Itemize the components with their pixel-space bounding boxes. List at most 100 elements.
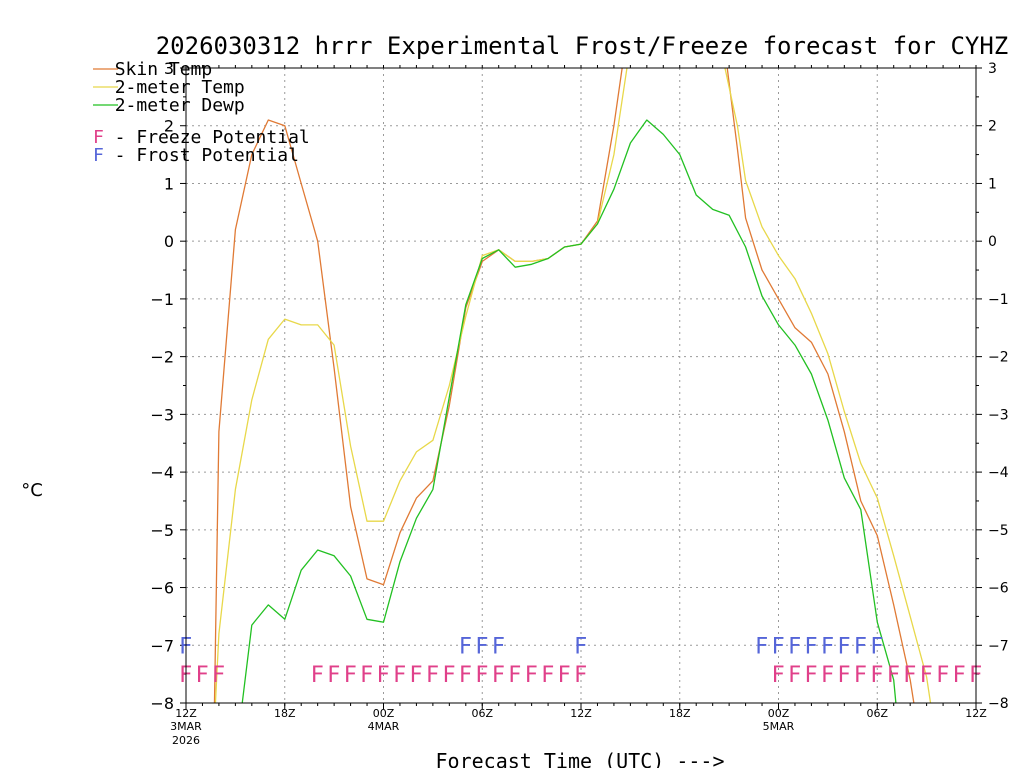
legend: — Skin Temp— 2-meter Temp— 2-meter Dewp xyxy=(93,59,245,116)
y-tick-label: 1 xyxy=(164,174,174,193)
x-tick-label: 12Z xyxy=(965,707,987,720)
y-tick-label: −6 xyxy=(150,579,174,598)
freeze-flag: F xyxy=(212,663,225,688)
y-axis-label: °C xyxy=(21,480,43,501)
plot-frame xyxy=(185,67,977,704)
frost-flag: F xyxy=(459,634,472,659)
frost-flag: F xyxy=(475,634,488,659)
y-tick-label: −7 xyxy=(150,636,174,655)
freeze-flag: F xyxy=(953,663,966,688)
frost-flag: F xyxy=(821,634,834,659)
y-tick-labels-right: 3 2 1 0 −1 −2 −3 −4 −5 −6 −7 −8 xyxy=(988,61,1009,712)
potential-legend-entry: F - Frost Potential xyxy=(93,145,299,166)
potential-label: - Frost Potential xyxy=(104,145,299,166)
y-tick-label-right: 1 xyxy=(988,176,997,192)
y-tick-label: 0 xyxy=(164,232,174,251)
series-skin-temp xyxy=(213,68,915,703)
y-tick-label: −5 xyxy=(150,521,174,540)
freeze-flag: F xyxy=(426,663,439,688)
freeze-flag: F xyxy=(821,663,834,688)
legend-label: 2-meter Dewp xyxy=(115,95,245,116)
freeze-flag: F xyxy=(920,663,933,688)
grid-lines xyxy=(186,68,976,703)
y-tick-label-right: 2 xyxy=(988,119,997,135)
freeze-flag: F xyxy=(344,663,357,688)
frost-flag: F xyxy=(804,634,817,659)
y-tick-label: 3 xyxy=(164,59,174,78)
freeze-flag: F xyxy=(541,663,554,688)
legend-entry: — Skin Temp xyxy=(93,59,212,80)
y-tick-label-right: −1 xyxy=(988,292,1009,308)
series-2-meter-temp xyxy=(214,68,932,703)
freeze-flag: F xyxy=(442,663,455,688)
freeze-flag: F xyxy=(525,663,538,688)
y-tick-label: −2 xyxy=(150,348,174,367)
freeze-flag: F xyxy=(377,663,390,688)
x-tick-label: 00Z xyxy=(373,707,395,720)
x-tick-label: 00Z xyxy=(768,707,790,720)
frost-flag: F xyxy=(788,634,801,659)
series-2-meter-dewp xyxy=(241,119,897,703)
x-tick-year: 2026 xyxy=(172,734,200,747)
freeze-flag: F xyxy=(804,663,817,688)
x-tick-date: 5MAR xyxy=(763,720,795,733)
frost-flag: F xyxy=(870,634,883,659)
freeze-flag: F xyxy=(459,663,472,688)
x-tick-date: 3MAR xyxy=(170,720,202,733)
potential-legend-entry: F - Freeze Potential xyxy=(93,127,310,148)
potential-flags: F F F F F F F F F F F F FF F F F F F F F F F F F F F F F F F F F F F F F F F F… xyxy=(179,634,982,688)
y-tick-labels-left: 3 2 1 0 −1 −2 −3 −4 −5 −6 −7 −8 xyxy=(150,59,174,713)
freeze-flag: F xyxy=(195,663,208,688)
frost-flag: F xyxy=(837,634,850,659)
y-tick-label: −3 xyxy=(150,405,174,424)
freeze-flag: F xyxy=(558,663,571,688)
x-tick-label: 12Z xyxy=(175,707,197,720)
y-tick-label: −8 xyxy=(150,694,174,713)
y-tick-label-right: −2 xyxy=(988,350,1009,366)
freeze-flag: F xyxy=(772,663,785,688)
y-tick-label-right: −5 xyxy=(988,523,1009,539)
potential-letter: F xyxy=(93,127,104,148)
y-tick-label-right: 0 xyxy=(988,234,997,250)
y-tick-label-right: −6 xyxy=(988,581,1009,597)
y-tick-label-right: −8 xyxy=(988,696,1009,712)
legend-entry: — 2-meter Dewp xyxy=(93,95,245,116)
freeze-flag: F xyxy=(574,663,587,688)
legend-label: 2-meter Temp xyxy=(115,77,245,98)
chart-title: 2026030312 hrrr Experimental Frost/Freez… xyxy=(156,32,1009,60)
x-tick-label: 06Z xyxy=(471,707,493,720)
frost-flag: F xyxy=(574,634,587,659)
freeze-flag: F xyxy=(409,663,422,688)
legend-entry: — 2-meter Temp xyxy=(93,77,245,98)
y-tick-label: 2 xyxy=(164,117,174,136)
freeze-flag: F xyxy=(475,663,488,688)
x-tick-label: 06Z xyxy=(866,707,888,720)
y-tick-label-right: 3 xyxy=(988,61,997,77)
freeze-flag: F xyxy=(311,663,324,688)
freeze-flag: F xyxy=(788,663,801,688)
y-tick-label-right: −3 xyxy=(988,407,1009,423)
freeze-flag: F xyxy=(393,663,406,688)
freeze-flag: F xyxy=(360,663,373,688)
freeze-flag: F xyxy=(887,663,900,688)
y-tick-label-right: −4 xyxy=(988,465,1009,481)
frost-flag: F xyxy=(755,634,768,659)
y-tick-label: −4 xyxy=(150,463,174,482)
y-tick-label: −1 xyxy=(150,290,174,309)
freeze-flag: F xyxy=(870,663,883,688)
series-layer xyxy=(213,68,932,703)
freeze-flag: F xyxy=(327,663,340,688)
x-tick-label: 18Z xyxy=(274,707,296,720)
freeze-flag: F xyxy=(903,663,916,688)
frost-flag: F xyxy=(492,634,505,659)
potential-label: - Freeze Potential xyxy=(104,127,310,148)
y-tick-label-right: −7 xyxy=(988,638,1009,654)
freeze-flag: F xyxy=(508,663,521,688)
x-tick-label: 18Z xyxy=(669,707,691,720)
x-axis-label: Forecast Time (UTC) ---> xyxy=(436,749,725,768)
freeze-flag: F xyxy=(936,663,949,688)
x-tick-date: 4MAR xyxy=(368,720,400,733)
